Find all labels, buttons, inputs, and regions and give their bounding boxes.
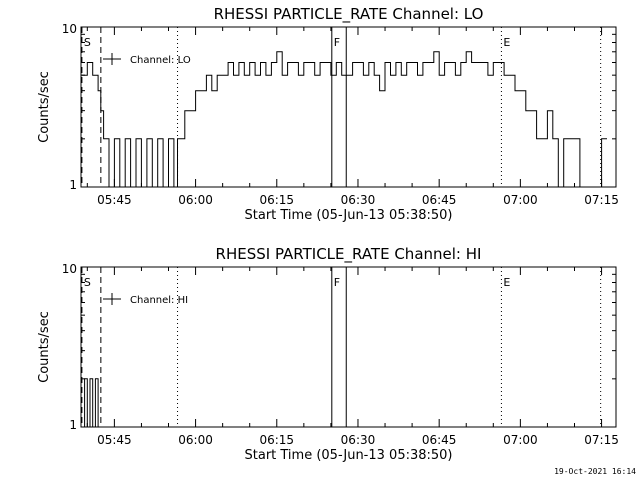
series-line bbox=[81, 51, 607, 188]
x-tick-label: 07:00 bbox=[503, 193, 538, 207]
y-tick-label: 1 bbox=[69, 178, 77, 192]
x-tick-label: 06:15 bbox=[259, 193, 294, 207]
x-tick-label: 06:00 bbox=[178, 433, 213, 447]
x-tick-label: 07:00 bbox=[503, 433, 538, 447]
x-tick-label: 07:15 bbox=[584, 193, 619, 207]
legend-label: Channel: LO bbox=[130, 55, 191, 66]
x-tick-label: 06:30 bbox=[341, 433, 376, 447]
x-tick-label: 06:00 bbox=[178, 193, 213, 207]
chart-title: RHESSI PARTICLE_RATE Channel: HI bbox=[216, 245, 482, 264]
chart-title: RHESSI PARTICLE_RATE Channel: LO bbox=[214, 5, 484, 24]
legend-label: Channel: HI bbox=[130, 295, 188, 306]
x-tick-label: 05:45 bbox=[97, 433, 132, 447]
plot-timestamp: 19-Oct-2021 16:14 bbox=[554, 467, 636, 476]
x-tick-label: 07:15 bbox=[584, 433, 619, 447]
y-axis-label: Counts/sec bbox=[37, 311, 52, 383]
event-marker-label: S bbox=[84, 36, 91, 49]
panel-hi: RHESSI PARTICLE_RATE Channel: HI Start Ti… bbox=[37, 245, 619, 463]
event-marker-label: E bbox=[503, 276, 510, 289]
event-marker-label: F bbox=[334, 276, 340, 289]
x-tick-label: 06:45 bbox=[422, 193, 457, 207]
x-axis-label: Start Time (05-Jun-13 05:38:50) bbox=[245, 448, 453, 463]
x-axis-label: Start Time (05-Jun-13 05:38:50) bbox=[245, 208, 453, 223]
y-tick-label: 10 bbox=[62, 22, 77, 36]
y-tick-label: 10 bbox=[62, 262, 77, 276]
series-line bbox=[81, 378, 101, 428]
x-tick-label: 06:30 bbox=[341, 193, 376, 207]
x-tick-label: 06:15 bbox=[259, 433, 294, 447]
x-tick-label: 06:45 bbox=[422, 433, 457, 447]
event-marker-label: F bbox=[334, 36, 340, 49]
x-tick-label: 05:45 bbox=[97, 193, 132, 207]
panel-lo: RHESSI PARTICLE_RATE Channel: LO Start Ti… bbox=[37, 5, 619, 223]
plot-frame bbox=[80, 26, 617, 188]
event-marker-label: E bbox=[503, 36, 510, 49]
event-marker-label: S bbox=[84, 276, 91, 289]
y-tick-label: 1 bbox=[69, 418, 77, 432]
y-axis-label: Counts/sec bbox=[37, 71, 52, 143]
plot-frame bbox=[80, 266, 617, 428]
